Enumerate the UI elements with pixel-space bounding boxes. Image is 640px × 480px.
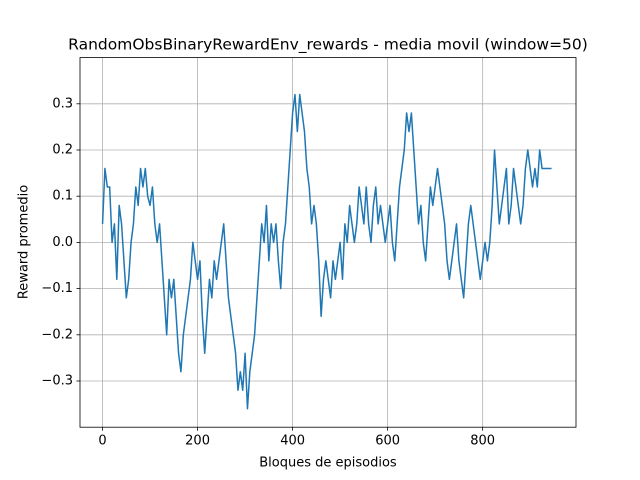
chart-title: RandomObsBinaryRewardEnv_rewards - media… (68, 36, 588, 55)
x-axis-label: Bloques de episodios (259, 456, 397, 471)
y-tick-label: 0.3 (52, 96, 73, 111)
x-tick-label: 200 (185, 434, 210, 449)
y-tick-label: −0.1 (41, 281, 73, 296)
x-tick-label: 800 (470, 434, 495, 449)
data-line (101, 93, 552, 410)
y-tick-label: −0.2 (41, 327, 73, 342)
x-tick-label: 400 (280, 434, 305, 449)
y-tick-label: 0.1 (52, 189, 73, 204)
x-tick-label: 0 (98, 434, 106, 449)
plot-frame (79, 57, 577, 428)
x-tick-label: 600 (375, 434, 400, 449)
y-tick-label: 0.2 (52, 143, 73, 158)
y-tick-label: 0.0 (52, 235, 73, 250)
y-tick-label: −0.3 (41, 374, 73, 389)
y-axis-label: Reward promedio (17, 185, 32, 299)
